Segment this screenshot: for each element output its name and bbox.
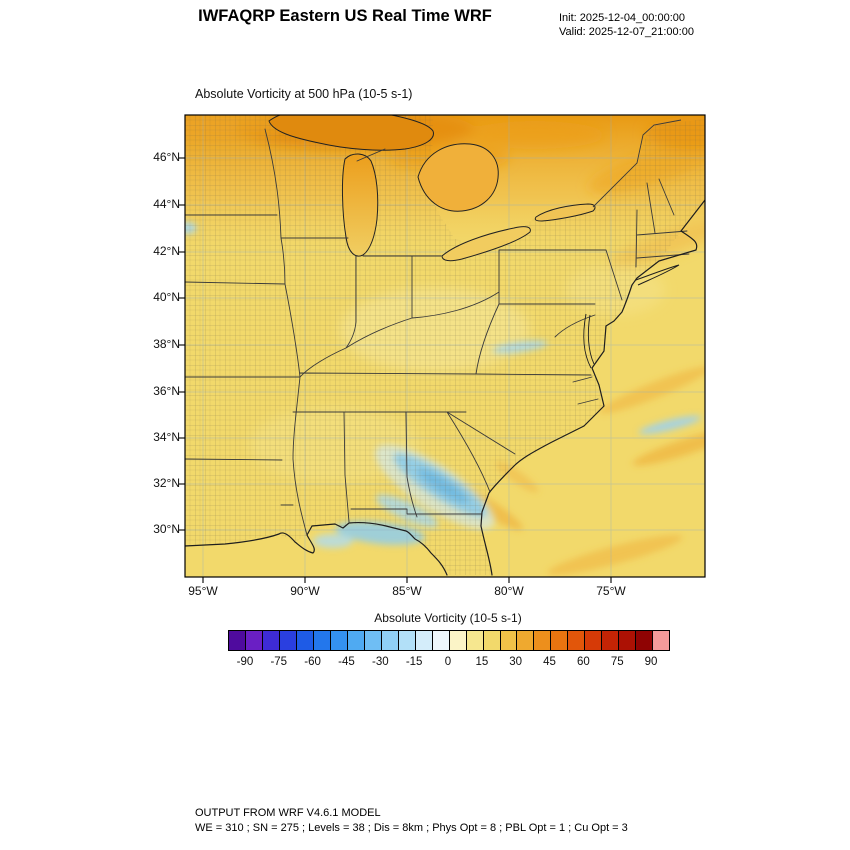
colorbar-segment <box>482 631 500 650</box>
x-tick-label: 75°W <box>596 584 626 598</box>
y-tick-label: 44°N <box>153 197 180 211</box>
colorbar-tick: -15 <box>405 656 423 668</box>
colorbar-segment <box>397 631 415 650</box>
colorbar-tick-labels: -90 -75 -60 -45 -30 -15 0 15 30 45 60 75 90 <box>228 656 668 672</box>
lake-erie <box>441 226 531 262</box>
colorbar-segment <box>329 631 347 650</box>
colorbar-tick: 45 <box>543 656 556 668</box>
colorbar-tick: 30 <box>509 656 523 668</box>
colorbar-segment <box>533 631 551 650</box>
colorbar-tick: 60 <box>576 656 590 668</box>
x-tick-label: 85°W <box>392 584 422 598</box>
colorbar-segment <box>652 631 670 650</box>
y-tick-label: 30°N <box>153 522 180 536</box>
x-tick-label: 90°W <box>290 584 320 598</box>
colorbar-segment <box>601 631 619 650</box>
colorbar-tick: -30 <box>371 656 389 668</box>
y-tick-label: 46°N <box>153 150 180 164</box>
x-tick-label: 95°W <box>188 584 218 598</box>
y-tick-label: 34°N <box>153 430 180 444</box>
lake-superior <box>268 115 434 151</box>
plot-frame <box>184 114 706 578</box>
colorbar-segment <box>312 631 330 650</box>
footer-line1: OUTPUT FROM WRF V4.6.1 MODEL <box>195 807 381 819</box>
colorbar-segment <box>261 631 279 650</box>
colorbar-segment <box>448 631 466 650</box>
colorbar-segment <box>635 631 653 650</box>
colorbar-segment <box>431 631 449 650</box>
colorbar-segment <box>363 631 381 650</box>
colorbar-segment <box>380 631 398 650</box>
model-footer: OUTPUT FROM WRF V4.6.1 MODEL WE = 310 ; … <box>195 806 628 836</box>
colorbar-segment <box>229 631 245 650</box>
y-tick-label: 36°N <box>153 384 180 398</box>
valid-time: Valid: 2025-12-07_21:00:00 <box>559 26 694 38</box>
colorbar-segment <box>414 631 432 650</box>
great-lakes <box>268 115 596 262</box>
run-info: Init: 2025-12-04_00:00:00 Valid: 2025-12… <box>559 11 694 39</box>
colorbar-segment <box>499 631 517 650</box>
plot-title: Absolute Vorticity at 500 hPa (10-5 s-1) <box>195 87 413 101</box>
x-tick-label: 80°W <box>494 584 524 598</box>
colorbar-tick: -90 <box>236 656 254 668</box>
state-borders <box>185 128 690 536</box>
colorbar-tick: -45 <box>338 656 355 668</box>
footer-line2: WE = 310 ; SN = 275 ; Levels = 38 ; Dis … <box>195 822 628 834</box>
colorbar-tick: -60 <box>304 656 321 668</box>
colorbar-tick: -75 <box>270 656 288 668</box>
lake-ontario <box>534 203 596 222</box>
colorbar-segment <box>346 631 364 650</box>
colorbar-segment <box>295 631 313 650</box>
colorbar-segment <box>550 631 568 650</box>
y-tick-label: 40°N <box>153 290 180 304</box>
init-time: Init: 2025-12-04_00:00:00 <box>559 12 685 24</box>
y-tick-label: 32°N <box>153 476 180 490</box>
colorbar-tick: 90 <box>644 656 658 668</box>
colorbar-segment <box>516 631 534 650</box>
colorbar-segment <box>567 631 585 650</box>
chesapeake-bay <box>583 313 595 369</box>
long-island <box>635 264 680 286</box>
y-tick-label: 38°N <box>153 337 180 351</box>
coastline <box>185 199 705 576</box>
colorbar-segment <box>618 631 636 650</box>
colorbar-tick: 15 <box>475 656 489 668</box>
colorbar-tick: 0 <box>444 656 452 668</box>
colorbar-segment <box>584 631 602 650</box>
colorbar-segment <box>244 631 262 650</box>
y-tick-label: 42°N <box>153 244 180 258</box>
page-title: IWFAQRP Eastern US Real Time WRF <box>198 7 492 25</box>
axis-ticks <box>179 157 612 583</box>
canada-border <box>592 119 682 208</box>
lake-huron <box>417 143 499 212</box>
colorbar-tick: 75 <box>610 656 624 668</box>
colorbar <box>228 630 670 651</box>
colorbar-segment <box>278 631 296 650</box>
colorbar-segment <box>465 631 483 650</box>
colorbar-label: Absolute Vorticity (10-5 s-1) <box>374 611 522 625</box>
lake-michigan <box>341 153 379 257</box>
vorticity-map <box>179 114 706 583</box>
